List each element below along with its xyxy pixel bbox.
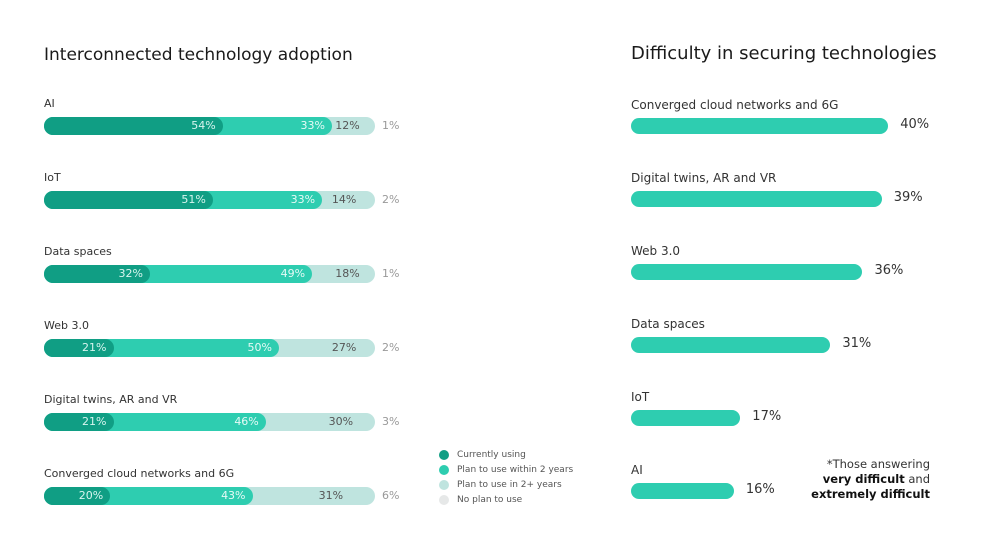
- category-label: IoT: [44, 171, 61, 184]
- segment-value-label: 33%: [290, 193, 316, 206]
- category-label: Web 3.0: [44, 319, 89, 332]
- stacked-bar: 51% 33% 14% 2%: [44, 191, 415, 209]
- right-chart-title: Difficulty in securing technologies: [631, 43, 937, 64]
- difficulty-value-label: 36%: [874, 263, 904, 278]
- legend-item: Currently using: [439, 450, 526, 460]
- bar-segment-currently-using: [44, 487, 111, 505]
- left-chart-title: Interconnected technology adoption: [44, 45, 353, 65]
- segment-value-label: 32%: [118, 267, 143, 280]
- category-label: AI: [44, 97, 55, 110]
- no-plan-value-label: 1%: [382, 267, 400, 280]
- segment-value-label: 21%: [82, 415, 107, 428]
- difficulty-value-label: 17%: [752, 409, 782, 424]
- legend-label: No plan to use: [457, 495, 523, 505]
- difficulty-value-label: 16%: [745, 482, 775, 497]
- legend-label: Currently using: [457, 450, 526, 460]
- category-label: Digital twins, AR and VR: [44, 393, 178, 406]
- segment-value-label: 18%: [335, 267, 360, 280]
- segment-value-label: 14%: [331, 193, 357, 206]
- category-label: Data spaces: [631, 317, 705, 331]
- stacked-bar: 32% 49% 18% 1%: [44, 265, 415, 283]
- stacked-bar: 21% 46% 30% 3%: [44, 413, 415, 431]
- stacked-bar: 20% 43% 31% 6%: [44, 487, 415, 505]
- segment-value-label: 30%: [328, 415, 354, 428]
- difficulty-value-label: 31%: [842, 336, 872, 351]
- difficulty-bar: [631, 337, 831, 353]
- no-plan-value-label: 3%: [382, 415, 400, 428]
- no-plan-value-label: 2%: [382, 341, 400, 354]
- segment-value-label: 12%: [335, 119, 360, 132]
- category-label: Digital twins, AR and VR: [631, 171, 777, 185]
- footnote: *Those answering very difficult and extrem…: [811, 457, 930, 501]
- difficulty-bar: [631, 264, 863, 280]
- bar-segment-currently-using: [44, 191, 213, 209]
- difficulty-bar: [631, 191, 882, 207]
- category-label: Converged cloud networks and 6G: [631, 98, 839, 112]
- bar-segment-currently-using: [44, 413, 114, 431]
- segment-value-label: 43%: [221, 489, 246, 502]
- no-plan-value-label: 1%: [382, 119, 400, 132]
- legend-item: Plan to use in 2+ years: [439, 480, 562, 490]
- legend-item: No plan to use: [439, 495, 522, 505]
- no-plan-value-label: 6%: [382, 489, 400, 502]
- category-label: IoT: [631, 390, 650, 404]
- segment-value-label: 49%: [280, 267, 306, 280]
- bar-segment-currently-using: [44, 339, 114, 357]
- difficulty-bar: [631, 118, 889, 134]
- bar-segment-currently-using: [44, 117, 223, 135]
- legend-item: Plan to use within 2 years: [439, 465, 573, 475]
- bar-segment-currently-using: [44, 265, 150, 283]
- legend-label: Plan to use in 2+ years: [457, 480, 562, 490]
- legend-swatch: [439, 450, 449, 460]
- legend-label: Plan to use within 2 years: [457, 465, 574, 475]
- stacked-bar: 21% 50% 27% 2%: [44, 339, 415, 357]
- difficulty-bar: [631, 483, 734, 499]
- segment-value-label: 33%: [300, 119, 325, 132]
- segment-value-label: 51%: [181, 193, 206, 206]
- legend-swatch: [439, 495, 449, 505]
- segment-value-label: 50%: [247, 341, 272, 354]
- category-label: Web 3.0: [631, 244, 681, 258]
- category-label: AI: [631, 463, 643, 477]
- no-plan-value-label: 2%: [382, 193, 400, 206]
- segment-value-label: 27%: [331, 341, 357, 354]
- legend-swatch: [439, 480, 449, 490]
- difficulty-value-label: 40%: [900, 117, 930, 132]
- segment-value-label: 46%: [234, 415, 259, 428]
- category-label: Data spaces: [44, 245, 112, 258]
- stacked-bar: 54% 33% 12% 1%: [44, 117, 415, 135]
- difficulty-value-label: 39%: [893, 190, 923, 205]
- segment-value-label: 54%: [191, 119, 216, 132]
- segment-value-label: 20%: [78, 489, 104, 502]
- legend-swatch: [439, 465, 449, 475]
- difficulty-bar: [631, 410, 741, 426]
- segment-value-label: 31%: [318, 489, 344, 502]
- category-label: Converged cloud networks and 6G: [44, 467, 235, 480]
- segment-value-label: 21%: [82, 341, 107, 354]
